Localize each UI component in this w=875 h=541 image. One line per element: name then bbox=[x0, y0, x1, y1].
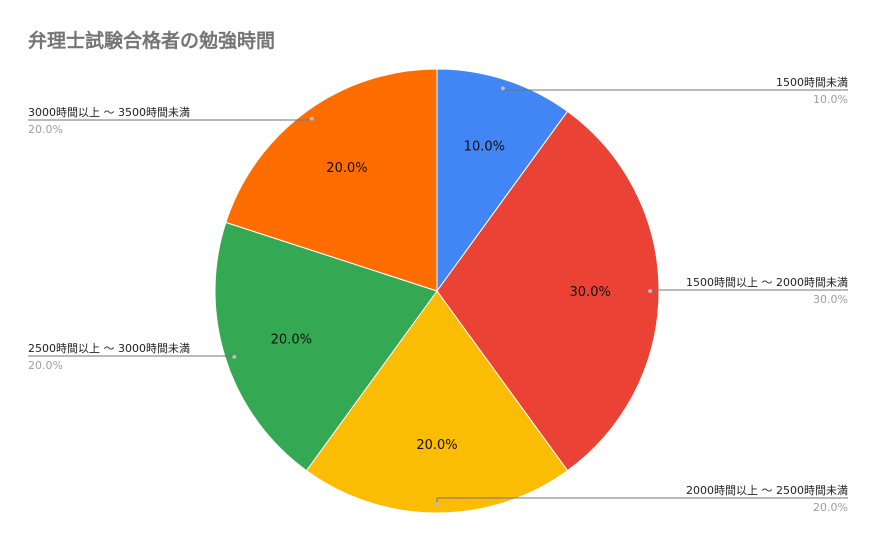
slice-percent-label: 20.0% bbox=[271, 332, 312, 347]
pie-slice-1 bbox=[436, 68, 569, 293]
pie-slice-3 bbox=[305, 290, 569, 514]
callout-percent-label: 30.0% bbox=[813, 293, 848, 306]
slice-percent-label: 20.0% bbox=[416, 438, 457, 453]
pie-slices bbox=[214, 68, 660, 514]
callout-percent-label: 10.0% bbox=[813, 93, 848, 106]
callout-anchor-dot bbox=[500, 86, 505, 91]
callout-anchor-dot bbox=[309, 116, 314, 121]
slice-percent-label: 10.0% bbox=[464, 139, 505, 154]
callout-category-label: 3000時間以上 ～ 3500時間未満 bbox=[28, 106, 190, 119]
callout-percent-label: 20.0% bbox=[28, 123, 63, 136]
callout-category-label: 2000時間以上 ～ 2500時間未満 bbox=[686, 484, 848, 497]
callout-leader-line bbox=[28, 355, 235, 357]
slice-percent-label: 30.0% bbox=[570, 285, 611, 300]
callout-leader-line bbox=[649, 289, 848, 291]
callout-leader-line bbox=[436, 497, 848, 505]
callout-labels: 10.0% 1500時間未満 10.0% 30.0% 1500時間以上 ～ 2000時間… bbox=[28, 76, 848, 514]
pie-slice-2 bbox=[436, 110, 660, 472]
callout-category-label: 1500時間以上 ～ 2000時間未満 bbox=[686, 276, 848, 289]
pie-slice-5 bbox=[225, 68, 438, 292]
chart-title: 弁理士試験合格者の勉強時間 bbox=[28, 30, 276, 52]
slice-percent-label: 20.0% bbox=[326, 161, 367, 176]
callout-percent-label: 20.0% bbox=[813, 501, 848, 514]
pie-slice-4 bbox=[214, 221, 438, 472]
callout-anchor-dot bbox=[435, 502, 439, 507]
callout-anchor-dot bbox=[648, 289, 653, 293]
callout-anchor-dot bbox=[232, 354, 237, 359]
callout-percent-label: 20.0% bbox=[28, 359, 63, 372]
callout-category-label: 2500時間以上 ～ 3000時間未満 bbox=[28, 342, 190, 355]
callout-category-label: 1500時間未満 bbox=[776, 76, 848, 89]
